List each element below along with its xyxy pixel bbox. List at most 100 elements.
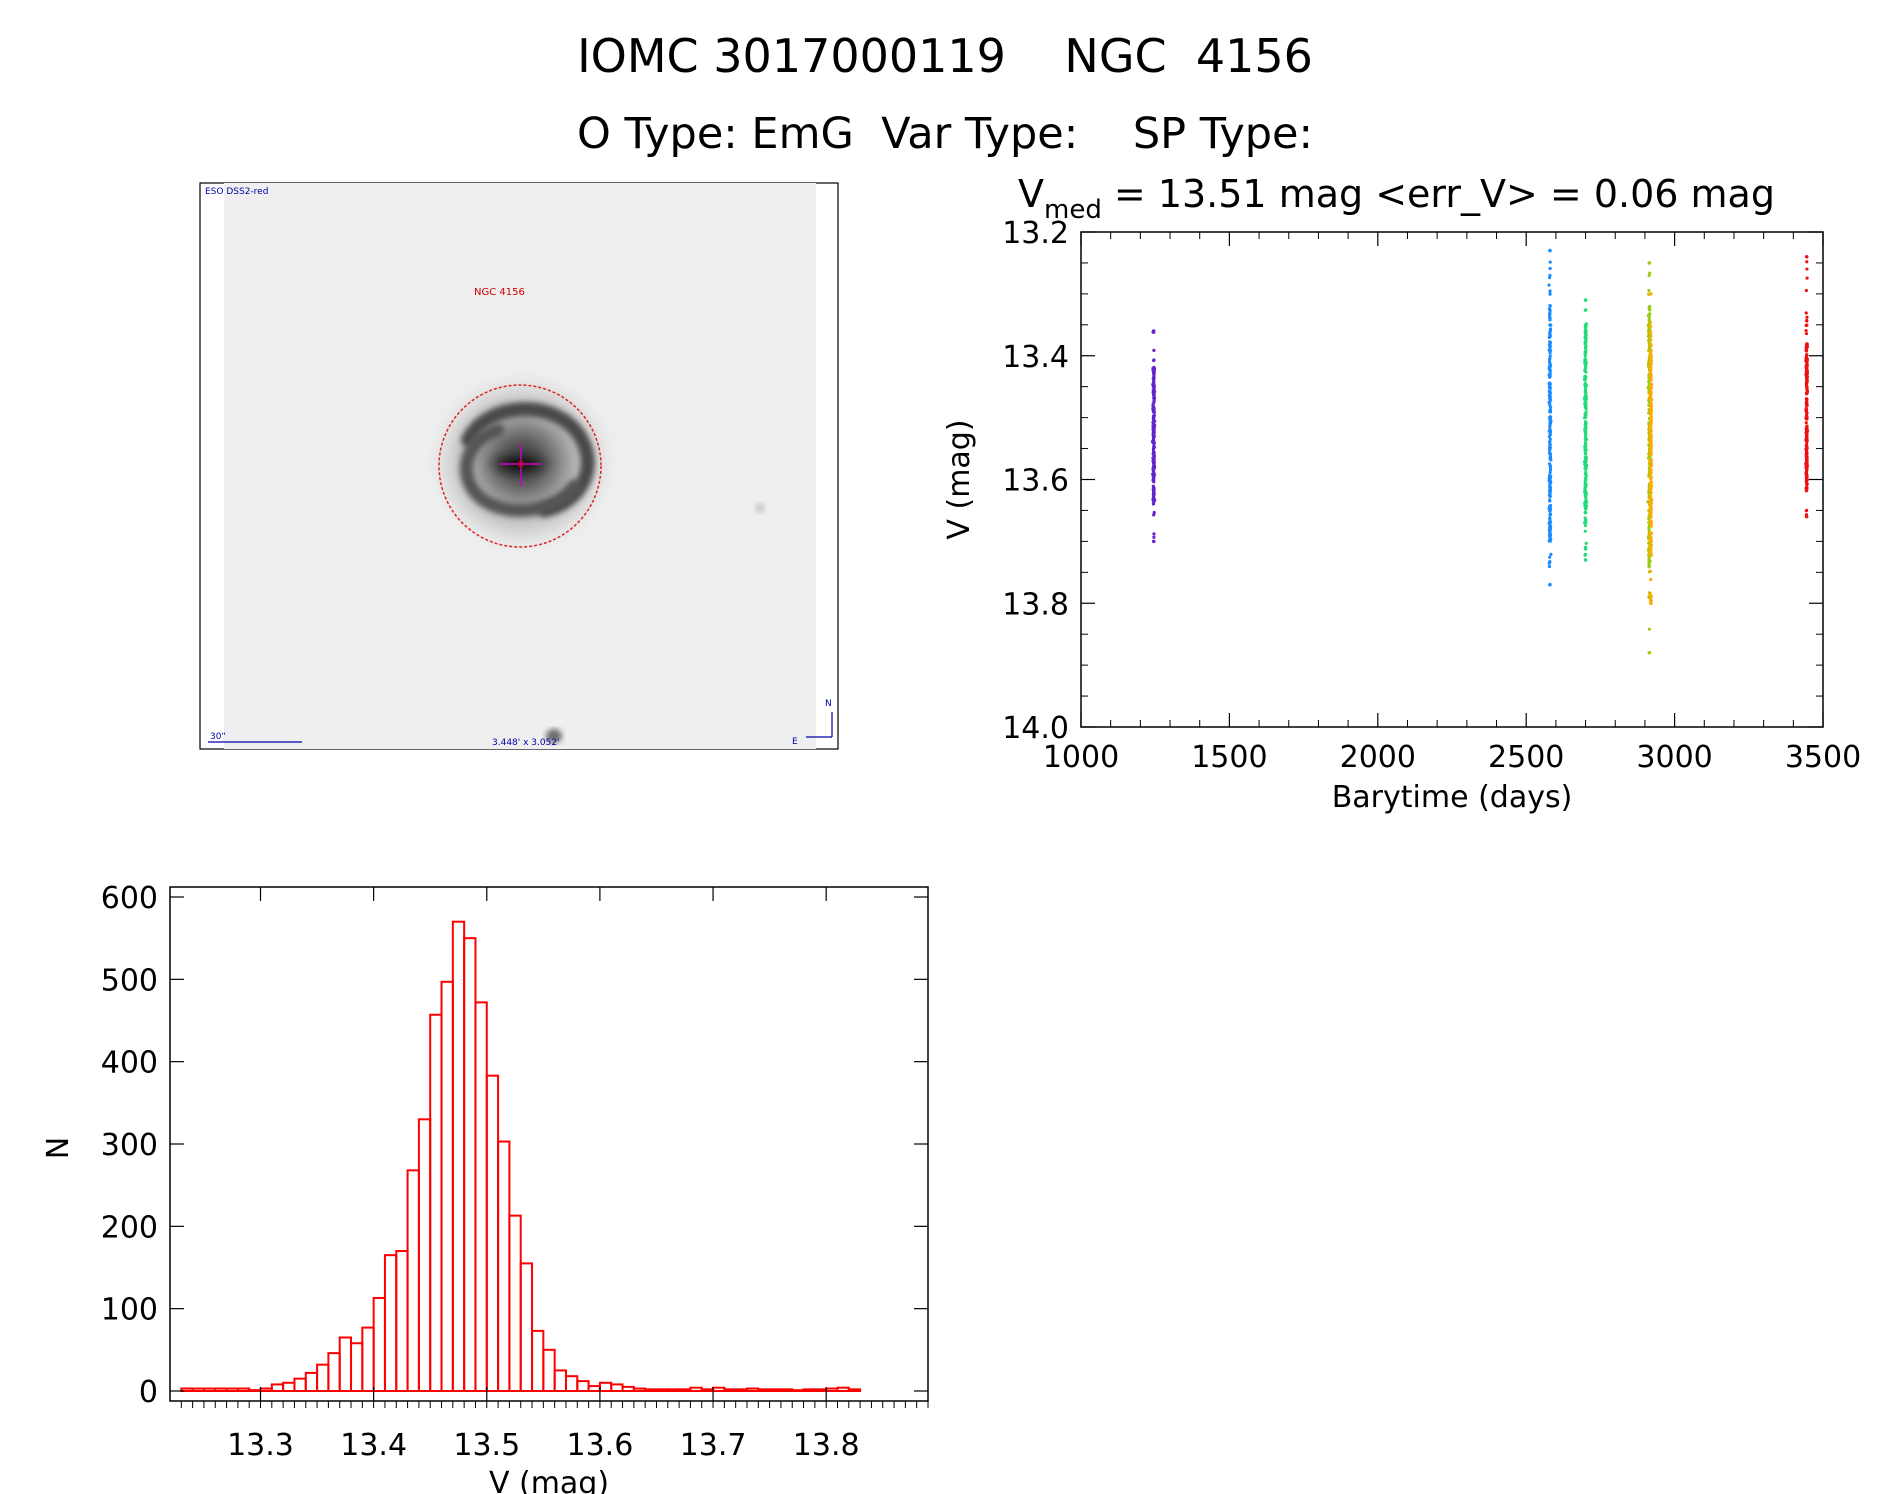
lightcurve-season-cluster xyxy=(1150,329,1157,544)
histogram-bar xyxy=(689,1386,703,1392)
lightcurve-point xyxy=(1647,650,1652,655)
lightcurve-point xyxy=(1584,470,1588,474)
lightcurve-title-rest: = 13.51 mag <err_V> = 0.06 mag xyxy=(1102,172,1775,216)
north-label: N xyxy=(825,699,832,709)
lightcurve-season-cluster xyxy=(1648,292,1654,606)
histogram-bar xyxy=(553,1369,567,1392)
lightcurve-point xyxy=(1805,315,1809,319)
lightcurve-point xyxy=(1548,398,1552,402)
histogram-bar xyxy=(191,1387,205,1393)
lightcurve-point xyxy=(1584,545,1588,549)
lightcurve-plot: 1000 1500 2000 2500 3000 3500 13.2 13.4 13.6 13.8… xyxy=(942,216,1861,815)
histogram-bar xyxy=(474,1001,488,1392)
lightcurve-title: Vmed = 13.51 mag <err_V> = 0.06 mag xyxy=(1018,172,1775,225)
histogram-bar xyxy=(610,1383,624,1392)
lightcurve-point xyxy=(1649,543,1653,547)
histogram-bar xyxy=(836,1386,850,1392)
lightcurve-point xyxy=(1152,423,1156,427)
lightcurve-point xyxy=(1649,342,1653,346)
lightcurve-point xyxy=(1584,370,1588,374)
lightcurve-point xyxy=(1584,308,1588,312)
lightcurve-point xyxy=(1804,426,1808,431)
lightcurve-point xyxy=(1151,539,1156,544)
histogram-x-tick-label: 13.3 xyxy=(227,1428,294,1463)
histogram-bar xyxy=(779,1388,794,1393)
lightcurve-point xyxy=(1649,550,1653,554)
lightcurve-point xyxy=(1648,271,1652,275)
histogram-bar xyxy=(632,1387,647,1393)
lightcurve-point xyxy=(1584,506,1588,510)
histogram-y-axis-label: N xyxy=(41,1137,76,1159)
lightcurve-point xyxy=(1584,394,1588,398)
histogram-x-tick-label: 13.5 xyxy=(453,1428,520,1463)
lightcurve-point xyxy=(1548,443,1552,447)
lightcurve-point xyxy=(1649,594,1653,599)
lightcurve-point xyxy=(1583,352,1587,356)
lightcurve-point xyxy=(1152,480,1156,484)
lightcurve-title-prefix: V xyxy=(1018,172,1044,216)
lightcurve-point xyxy=(1152,358,1156,363)
lightcurve-point xyxy=(1152,497,1156,501)
lightcurve-point xyxy=(1548,513,1552,517)
lightcurve-point xyxy=(1583,553,1587,557)
lightcurve-point xyxy=(1548,464,1552,468)
lightcurve-point xyxy=(1584,337,1588,341)
lightcurve-point xyxy=(1151,440,1155,444)
lightcurve-point xyxy=(1583,488,1587,492)
lightcurve-x-tick-label: 1000 xyxy=(1043,740,1119,775)
lightcurve-point xyxy=(1649,490,1653,495)
lightcurve-point xyxy=(1548,498,1552,502)
lightcurve-point xyxy=(1805,452,1809,456)
lightcurve-point xyxy=(1547,307,1552,311)
lightcurve-point xyxy=(1805,260,1809,264)
lightcurve-point xyxy=(1548,368,1552,372)
histogram-bar xyxy=(270,1383,285,1392)
histogram-bar xyxy=(508,1214,522,1392)
histogram-y-tick-label: 0 xyxy=(139,1375,158,1410)
crosshair-marker xyxy=(500,444,542,486)
histogram-bar xyxy=(519,1262,534,1392)
lightcurve-point xyxy=(1805,360,1809,364)
lightcurve-point xyxy=(1583,435,1588,439)
lightcurve-point xyxy=(1649,547,1653,551)
lightcurve-point xyxy=(1649,386,1653,390)
lightcurve-x-tick-label: 3500 xyxy=(1785,740,1861,775)
lightcurve-point xyxy=(1647,273,1651,278)
lightcurve-point xyxy=(1584,498,1588,503)
lightcurve-point xyxy=(1584,358,1588,362)
histogram-bar xyxy=(644,1388,658,1393)
lightcurve-point xyxy=(1648,531,1652,535)
lightcurve-point xyxy=(1648,511,1653,515)
lightcurve-point xyxy=(1584,397,1589,401)
lightcurve-point xyxy=(1547,435,1552,439)
lightcurve-point xyxy=(1649,366,1653,370)
histogram-bar xyxy=(282,1381,296,1393)
histogram-bar xyxy=(666,1388,681,1393)
lightcurve-point xyxy=(1805,267,1809,271)
lightcurve-point xyxy=(1583,366,1588,370)
lightcurve-point xyxy=(1151,502,1156,506)
lightcurve-point xyxy=(1648,320,1653,325)
lightcurve-point xyxy=(1649,407,1653,412)
lightcurve-point xyxy=(1151,368,1155,372)
histogram-bar xyxy=(825,1387,839,1393)
lightcurve-point xyxy=(1547,479,1551,483)
lightcurve-point xyxy=(1805,415,1809,419)
lightcurve-point xyxy=(1583,523,1588,528)
histogram-y-tick-label: 200 xyxy=(101,1210,158,1245)
lightcurve-point xyxy=(1584,465,1588,469)
lightcurve-point xyxy=(1804,392,1809,396)
lightcurve-point xyxy=(1648,424,1652,428)
lightcurve-point xyxy=(1649,392,1653,397)
lightcurve-point xyxy=(1649,507,1653,511)
lightcurve-point xyxy=(1805,276,1809,280)
lightcurve-point xyxy=(1804,372,1808,376)
lightcurve-point xyxy=(1584,404,1588,408)
lightcurve-point xyxy=(1151,484,1155,488)
lightcurve-season-cluster xyxy=(1804,254,1810,519)
lightcurve-point xyxy=(1649,515,1653,519)
histogram-bars xyxy=(180,920,862,1393)
lightcurve-point xyxy=(1152,426,1156,430)
figure-title: IOMC 3017000119 NGC 4156 xyxy=(577,29,1313,83)
